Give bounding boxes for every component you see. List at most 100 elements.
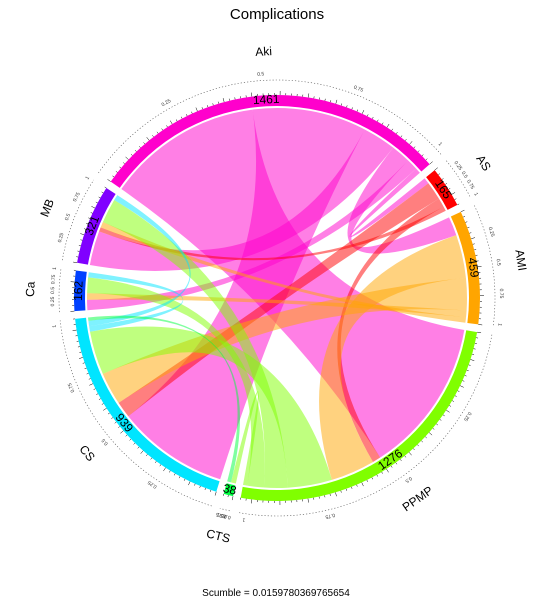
sector-tick <box>86 222 89 225</box>
sector-tick <box>452 400 455 402</box>
scale-label: 0.75 <box>498 289 504 299</box>
link-aki-mb <box>89 129 394 271</box>
sector-tick <box>86 373 89 375</box>
sector-ami <box>450 211 481 325</box>
sector-tick <box>421 440 423 443</box>
sector-tick <box>366 479 368 482</box>
sector-tick <box>112 175 115 178</box>
sector-tick <box>367 114 369 117</box>
scale-label: 0.25 <box>453 160 464 172</box>
sector-tick <box>201 107 203 110</box>
sector-label-cts: CTS <box>205 526 232 545</box>
sector-tick <box>460 209 465 213</box>
sector-tick <box>472 353 475 355</box>
scale-label: 0.25 <box>487 226 496 237</box>
sector-tick <box>478 324 483 326</box>
sector-total-ami: 459 <box>465 257 482 279</box>
sector-tick <box>361 482 364 487</box>
sector-tick <box>170 120 173 125</box>
sector-tick <box>386 468 389 473</box>
sector-label-mb: MB <box>37 197 57 219</box>
sector-cts <box>223 483 236 497</box>
sector-tick <box>80 233 85 236</box>
sector-tick <box>199 485 201 488</box>
sector-tick <box>175 119 178 122</box>
sector-tick <box>207 105 209 108</box>
scumble-caption: Scumble = 0.0159780369765654 <box>202 588 350 599</box>
scale-label: 0.5 <box>257 71 265 78</box>
scale-label: 1 <box>242 516 246 522</box>
scale-label: 0.75 <box>353 85 364 94</box>
sector-tick <box>96 393 99 395</box>
sector-tick <box>107 179 111 182</box>
sector-tick <box>436 423 439 426</box>
sector-tick <box>477 266 482 268</box>
sector-total-ca: 162 <box>71 280 86 301</box>
sector-tick <box>457 203 460 206</box>
sector-tick <box>441 178 444 180</box>
scale-arc <box>237 334 493 517</box>
sector-tick <box>438 173 441 176</box>
sector-tick <box>140 450 144 454</box>
scale-label: 0.25 <box>57 232 65 243</box>
sector-tick <box>115 171 118 173</box>
sector-tick <box>133 442 136 445</box>
sector-tick <box>425 158 428 161</box>
sector-tick <box>146 137 150 141</box>
sector-tick <box>95 201 98 204</box>
sector-tick <box>395 462 398 465</box>
sector-label-aki: Aki <box>255 44 272 59</box>
sector-tick <box>119 166 122 169</box>
scale-label: 0.75 <box>465 179 475 191</box>
scale-label: 0.25 <box>50 296 56 306</box>
sector-label-as: AS <box>473 152 493 173</box>
sector-tick <box>89 383 94 386</box>
link-ppmp-mb <box>102 200 288 488</box>
sector-tick <box>212 103 214 106</box>
sector-tick <box>114 421 117 424</box>
sector-tick <box>459 385 464 388</box>
link-ami-ca <box>87 293 467 318</box>
sector-tick <box>88 378 91 380</box>
sector-tick <box>445 183 448 185</box>
sector-tick <box>439 419 442 421</box>
sectors-layer: 0.250.50.7510.250.50.7510.250.50.7510.25… <box>50 71 504 522</box>
scale-label: 0.75 <box>72 191 82 203</box>
sector-tick <box>103 408 107 411</box>
sector-tick <box>188 481 191 486</box>
link-ppmp-cts <box>231 390 259 486</box>
sector-tick <box>405 138 407 141</box>
sector-tick <box>376 474 378 477</box>
link-ppmp-cs <box>90 326 332 488</box>
sector-tick <box>130 153 133 156</box>
sector-tick <box>465 221 468 223</box>
sector-tick <box>150 457 153 460</box>
sector-tick <box>88 217 91 219</box>
sector-tick <box>468 364 471 366</box>
sector-tick <box>404 455 407 458</box>
sector-tick <box>454 198 457 200</box>
scale-label: 1 <box>437 141 443 147</box>
link-aki-ami <box>347 147 457 254</box>
sector-tick <box>361 110 365 114</box>
sector-tick <box>417 150 420 153</box>
sector-tick <box>146 454 148 457</box>
sector-tick <box>195 107 198 112</box>
sector-tick <box>428 432 433 436</box>
sector-tick <box>210 489 212 492</box>
sector-tick <box>222 98 225 103</box>
sector-tick <box>408 452 412 456</box>
sector-tick <box>425 436 427 439</box>
scale-label: 0.5 <box>495 258 502 266</box>
scale-arc <box>474 205 496 327</box>
sector-tick <box>356 484 358 487</box>
sector-tick <box>413 146 416 149</box>
sector-label-ppmp: PPMP <box>400 483 436 514</box>
sector-tick <box>78 245 81 247</box>
scale-label: 0.25 <box>462 411 472 423</box>
sector-tick <box>231 496 234 501</box>
sector-tick <box>101 191 104 194</box>
sector-tick <box>429 161 433 165</box>
